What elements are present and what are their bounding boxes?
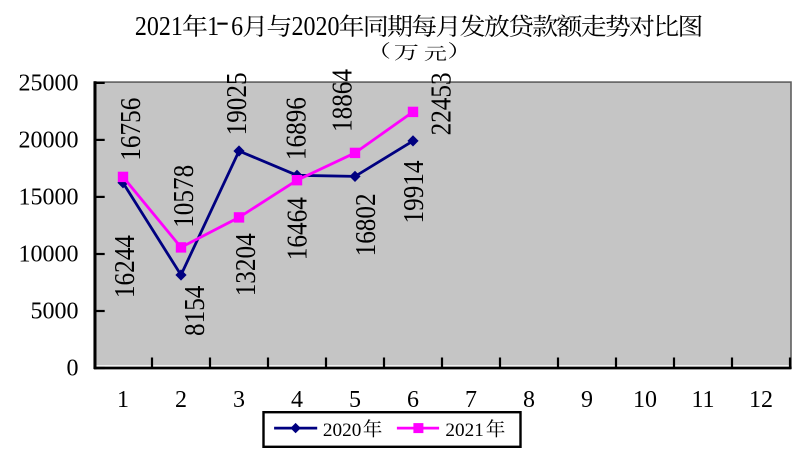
svg-text:10578: 10578 (168, 165, 200, 228)
svg-text:0: 0 (67, 355, 79, 381)
svg-text:6: 6 (407, 387, 419, 413)
svg-text:6: 6 (231, 10, 243, 41)
svg-text:2021: 2021 (135, 10, 183, 41)
svg-text:2020: 2020 (323, 420, 361, 441)
svg-text:16802: 16802 (349, 193, 381, 256)
svg-text:8154: 8154 (179, 286, 211, 336)
svg-text:7: 7 (465, 387, 477, 413)
svg-text:9: 9 (581, 387, 593, 413)
svg-text:3: 3 (233, 387, 245, 413)
svg-text:20000: 20000 (19, 127, 79, 153)
svg-text:16896: 16896 (280, 97, 312, 160)
svg-text:11: 11 (691, 387, 714, 413)
svg-text:16244: 16244 (109, 235, 141, 298)
svg-text:16464: 16464 (281, 197, 313, 260)
svg-text:10000: 10000 (19, 241, 79, 267)
svg-text:2020: 2020 (292, 10, 340, 41)
svg-text:1: 1 (207, 10, 219, 41)
svg-text:2: 2 (175, 387, 187, 413)
svg-text:5000: 5000 (31, 298, 79, 324)
svg-text:25000: 25000 (19, 70, 79, 96)
svg-text:1: 1 (117, 387, 129, 413)
svg-text:10: 10 (633, 387, 657, 413)
svg-text:13204: 13204 (230, 233, 262, 296)
svg-text:15000: 15000 (19, 184, 79, 210)
svg-text:2021: 2021 (445, 420, 483, 441)
svg-text:8: 8 (523, 387, 535, 413)
svg-text:16756: 16756 (115, 98, 147, 161)
svg-text:4: 4 (291, 387, 303, 413)
svg-text:12: 12 (749, 387, 773, 413)
svg-text:5: 5 (349, 387, 361, 413)
svg-text:22453: 22453 (425, 72, 457, 135)
svg-text:19914: 19914 (397, 161, 429, 224)
svg-text:18864: 18864 (326, 69, 358, 132)
svg-text:19025: 19025 (221, 72, 253, 135)
